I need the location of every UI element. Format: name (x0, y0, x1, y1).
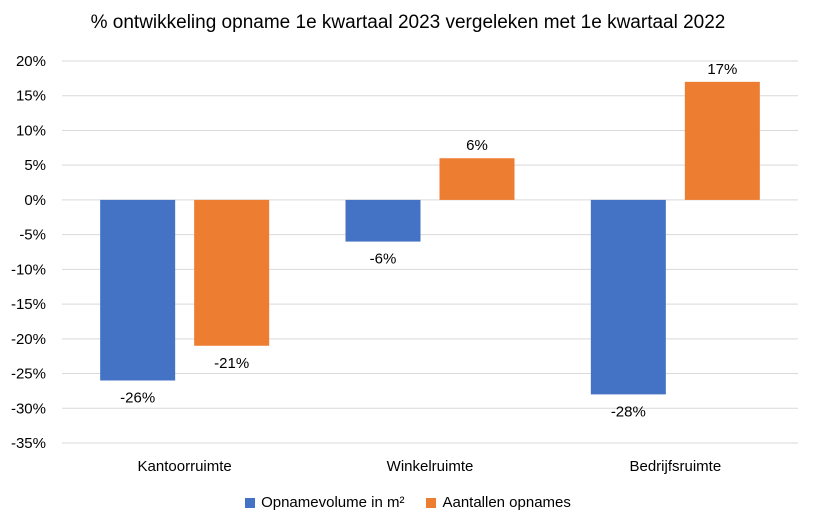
x-tick-label: Bedrijfsruimte (629, 458, 721, 475)
legend-swatch-count (426, 497, 437, 508)
legend-item-count: Aantallen opnames (426, 494, 571, 511)
bar (439, 158, 515, 200)
y-tick-label: 15% (16, 88, 46, 105)
y-tick-label: -15% (11, 296, 46, 313)
y-tick-label: -30% (11, 400, 46, 417)
bar (684, 81, 760, 200)
legend-item-volume: Opnamevolume in m² (245, 494, 404, 511)
y-tick-label: 10% (16, 122, 46, 139)
data-label: -28% (611, 403, 646, 420)
bar (345, 199, 421, 242)
data-label: -26% (120, 389, 155, 406)
y-tick-label: 20% (16, 53, 46, 70)
chart-legend: Opnamevolume in m² Aantallen opnames (0, 494, 816, 511)
x-tick-label: Winkelruimte (387, 458, 474, 475)
y-tick-label: 5% (24, 157, 46, 174)
data-label: -21% (214, 355, 249, 372)
data-label: -6% (370, 251, 397, 268)
bar (194, 199, 270, 346)
x-tick-label: Kantoorruimte (138, 458, 232, 475)
bar (100, 199, 176, 381)
legend-label-volume: Opnamevolume in m² (261, 494, 405, 511)
y-tick-label: -10% (11, 261, 46, 278)
chart-title: % ontwikkeling opname 1e kwartaal 2023 v… (90, 12, 726, 33)
bar (590, 199, 666, 395)
data-label: 17% (707, 61, 737, 78)
data-label: 6% (466, 137, 488, 154)
y-tick-label: -5% (19, 227, 46, 244)
y-tick-label: -20% (11, 331, 46, 348)
legend-swatch-volume (245, 497, 256, 508)
y-tick-label: -25% (11, 366, 46, 383)
y-tick-label: -35% (11, 435, 46, 452)
y-tick-label: 0% (24, 192, 46, 209)
legend-label-count: Aantallen opnames (442, 494, 571, 511)
